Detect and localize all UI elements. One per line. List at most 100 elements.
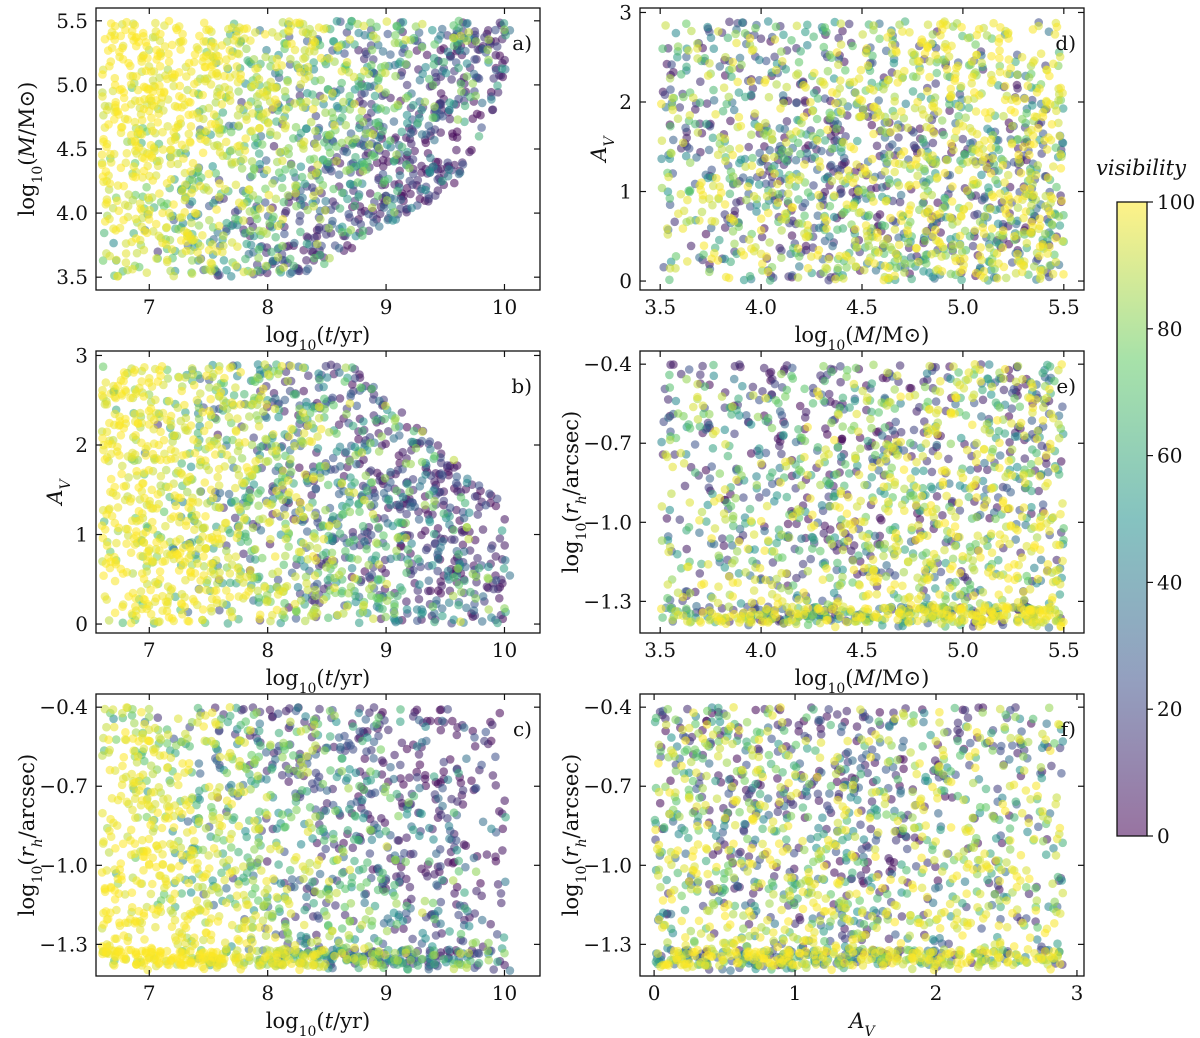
scatter-point (249, 758, 259, 767)
scatter-point (171, 592, 180, 602)
scatter-point (102, 142, 111, 152)
scatter-point (334, 938, 344, 948)
scatter-point (417, 161, 426, 171)
scatter-point (181, 729, 190, 739)
scatter-point (357, 920, 367, 930)
scatter-point (266, 205, 275, 214)
scatter-point (332, 156, 341, 166)
scatter-point (309, 58, 319, 67)
scatter-point (102, 105, 112, 115)
scatter-point (234, 821, 244, 831)
y-tick-label: 5.5 (56, 9, 88, 33)
scatter-point (136, 551, 145, 561)
scatter-point (278, 241, 287, 251)
scatter-point (437, 716, 447, 726)
scatter-point (350, 811, 360, 820)
scatter-point (458, 160, 468, 169)
scatter-point (178, 610, 187, 619)
scatter-point (370, 901, 380, 911)
scatter-point (110, 934, 120, 943)
scatter-point (341, 884, 350, 894)
scatter-point (329, 184, 338, 194)
scatter-point (242, 44, 251, 54)
scatter-point (403, 118, 412, 128)
scatter-point (405, 773, 414, 782)
scatter-point (417, 42, 427, 52)
scatter-point (164, 482, 173, 492)
scatter-point (296, 727, 306, 736)
scatter-point (302, 255, 311, 265)
scatter-point (154, 109, 164, 118)
scatter-point (321, 505, 330, 515)
scatter-point (246, 36, 255, 45)
scatter-point (215, 503, 225, 512)
scatter-point (251, 555, 260, 564)
scatter-point (225, 569, 235, 578)
x-tick-label: 7 (143, 638, 156, 662)
scatter-point (334, 570, 344, 580)
scatter-point (464, 948, 474, 958)
scatter-point (349, 72, 359, 82)
scatter-point (449, 573, 459, 582)
scatter-point (340, 910, 350, 920)
scatter-point (345, 765, 354, 774)
scatter-point (443, 705, 453, 714)
scatter-point (152, 96, 161, 105)
scatter-point (244, 101, 253, 110)
scatter-point (389, 434, 399, 443)
scatter-point (255, 614, 264, 624)
scatter-point (275, 147, 285, 157)
scatter-point (215, 813, 224, 823)
scatter-point (272, 83, 281, 92)
scatter-point (312, 608, 322, 618)
scatter-point (135, 96, 144, 106)
scatter-point (467, 776, 476, 785)
scatter-point (355, 727, 365, 736)
scatter-point (155, 48, 165, 57)
scatter-point (319, 94, 329, 103)
scatter-point (374, 731, 383, 741)
scatter-point (381, 401, 390, 411)
scatter-point (212, 247, 222, 256)
scatter-point (304, 371, 313, 381)
scatter-point (470, 733, 479, 742)
scatter-point (344, 738, 354, 748)
scatter-point (205, 383, 214, 392)
scatter-point (324, 521, 334, 530)
scatter-point (106, 149, 115, 159)
scatter-point (115, 451, 124, 460)
scatter-point (449, 525, 459, 535)
scatter-point (438, 611, 447, 621)
scatter-point (217, 41, 227, 50)
scatter-point (206, 394, 215, 404)
panel-tag: a) (512, 31, 532, 55)
scatter-point (216, 388, 226, 397)
scatter-point (234, 762, 244, 771)
scatter-point (500, 515, 510, 524)
scatter-point (224, 855, 234, 865)
scatter-point (176, 599, 186, 608)
scatter-point (239, 216, 248, 225)
scatter-point (153, 118, 163, 127)
scatter-point (239, 478, 249, 488)
scatter-point (391, 855, 400, 865)
scatter-point (130, 540, 140, 549)
scatter-point (281, 105, 291, 114)
scatter-point (158, 208, 167, 218)
scatter-point (246, 226, 255, 236)
scatter-point (186, 167, 195, 176)
scatter-point (286, 454, 295, 464)
scatter-point (126, 497, 135, 506)
scatter-point (481, 500, 491, 510)
scatter-point (333, 43, 342, 52)
scatter-point (225, 363, 235, 373)
scatter-point (484, 605, 494, 614)
scatter-point (180, 208, 189, 217)
scatter-point (98, 362, 108, 372)
x-tick-label: 9 (380, 295, 393, 319)
scatter-point (325, 732, 335, 741)
scatter-point (337, 113, 347, 122)
scatter-point (402, 901, 411, 911)
scatter-point (429, 529, 439, 539)
scatter-point (126, 825, 136, 835)
